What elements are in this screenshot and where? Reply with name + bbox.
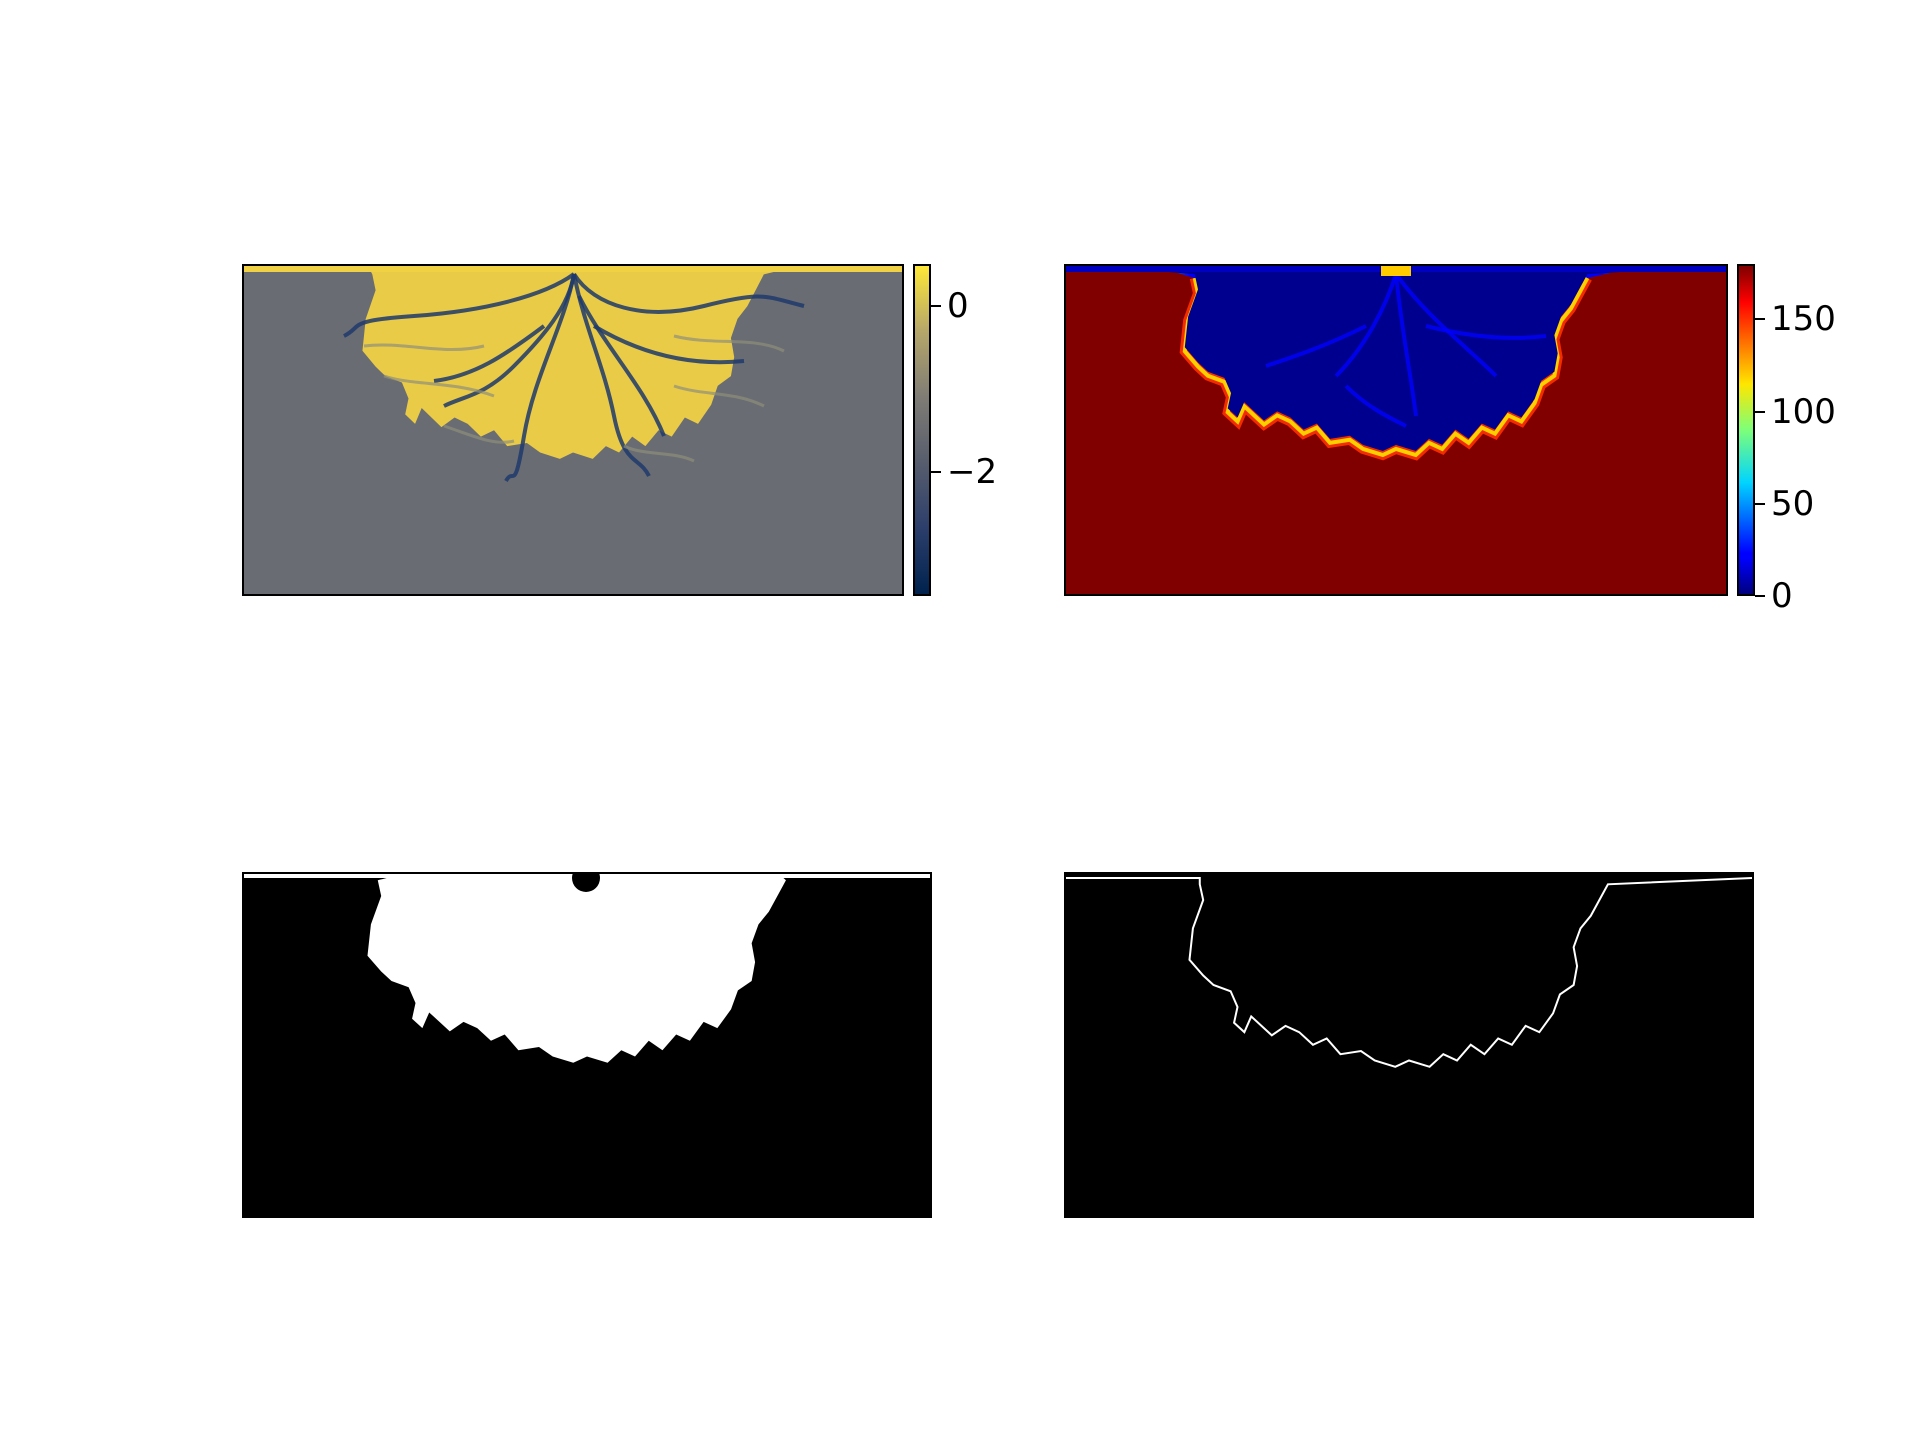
- inlet-highlight: [1381, 266, 1411, 276]
- shoreline-edge-map: [1064, 872, 1754, 1218]
- shoreline-edge: [1066, 877, 1752, 1068]
- channel: [343, 272, 576, 338]
- colorbar-tick-label: −2: [947, 451, 998, 492]
- channel: [1344, 384, 1407, 428]
- channel: [673, 334, 785, 353]
- channel: [592, 324, 745, 365]
- channel: [1334, 273, 1398, 378]
- land-mask: [367, 874, 786, 1063]
- channel: [433, 324, 546, 383]
- channel: [572, 272, 805, 314]
- colorbar-tick: [1755, 502, 1765, 505]
- channel: [623, 444, 695, 463]
- inlet-hole: [572, 874, 600, 892]
- channel: [383, 374, 495, 398]
- colorbar-tick: [1755, 410, 1765, 413]
- colorbar-tick: [1755, 595, 1765, 597]
- colorbar-tick-label: 0: [947, 285, 969, 326]
- channel: [443, 273, 576, 408]
- delta-land: [362, 268, 791, 459]
- shoreline-band: [1182, 277, 1590, 458]
- colorbar-tick-label: 0: [1771, 576, 1793, 616]
- channel: [673, 384, 765, 408]
- channel: [504, 273, 576, 483]
- distance-map: [1064, 264, 1728, 596]
- colorbar-tick-label: 50: [1771, 483, 1815, 524]
- distance-colorbar: [1737, 264, 1755, 596]
- elevation-map: [242, 264, 904, 596]
- land-region: [1168, 272, 1621, 452]
- channel: [1425, 324, 1547, 340]
- colorbar-tick-label: 100: [1771, 391, 1836, 432]
- channel: [572, 273, 651, 477]
- elevation-colorbar: [913, 264, 931, 596]
- background-region: [1066, 874, 1752, 1216]
- colorbar-tick: [1755, 318, 1765, 321]
- channel: [577, 295, 666, 437]
- colorbar-tick-label: 150: [1771, 299, 1836, 340]
- channel: [363, 343, 485, 352]
- channel: [1265, 324, 1367, 368]
- land-mask-map: [242, 872, 932, 1218]
- colorbar-tick: [931, 304, 941, 307]
- colorbar-tick: [931, 470, 941, 473]
- channel: [443, 424, 515, 444]
- channel: [1394, 273, 1418, 417]
